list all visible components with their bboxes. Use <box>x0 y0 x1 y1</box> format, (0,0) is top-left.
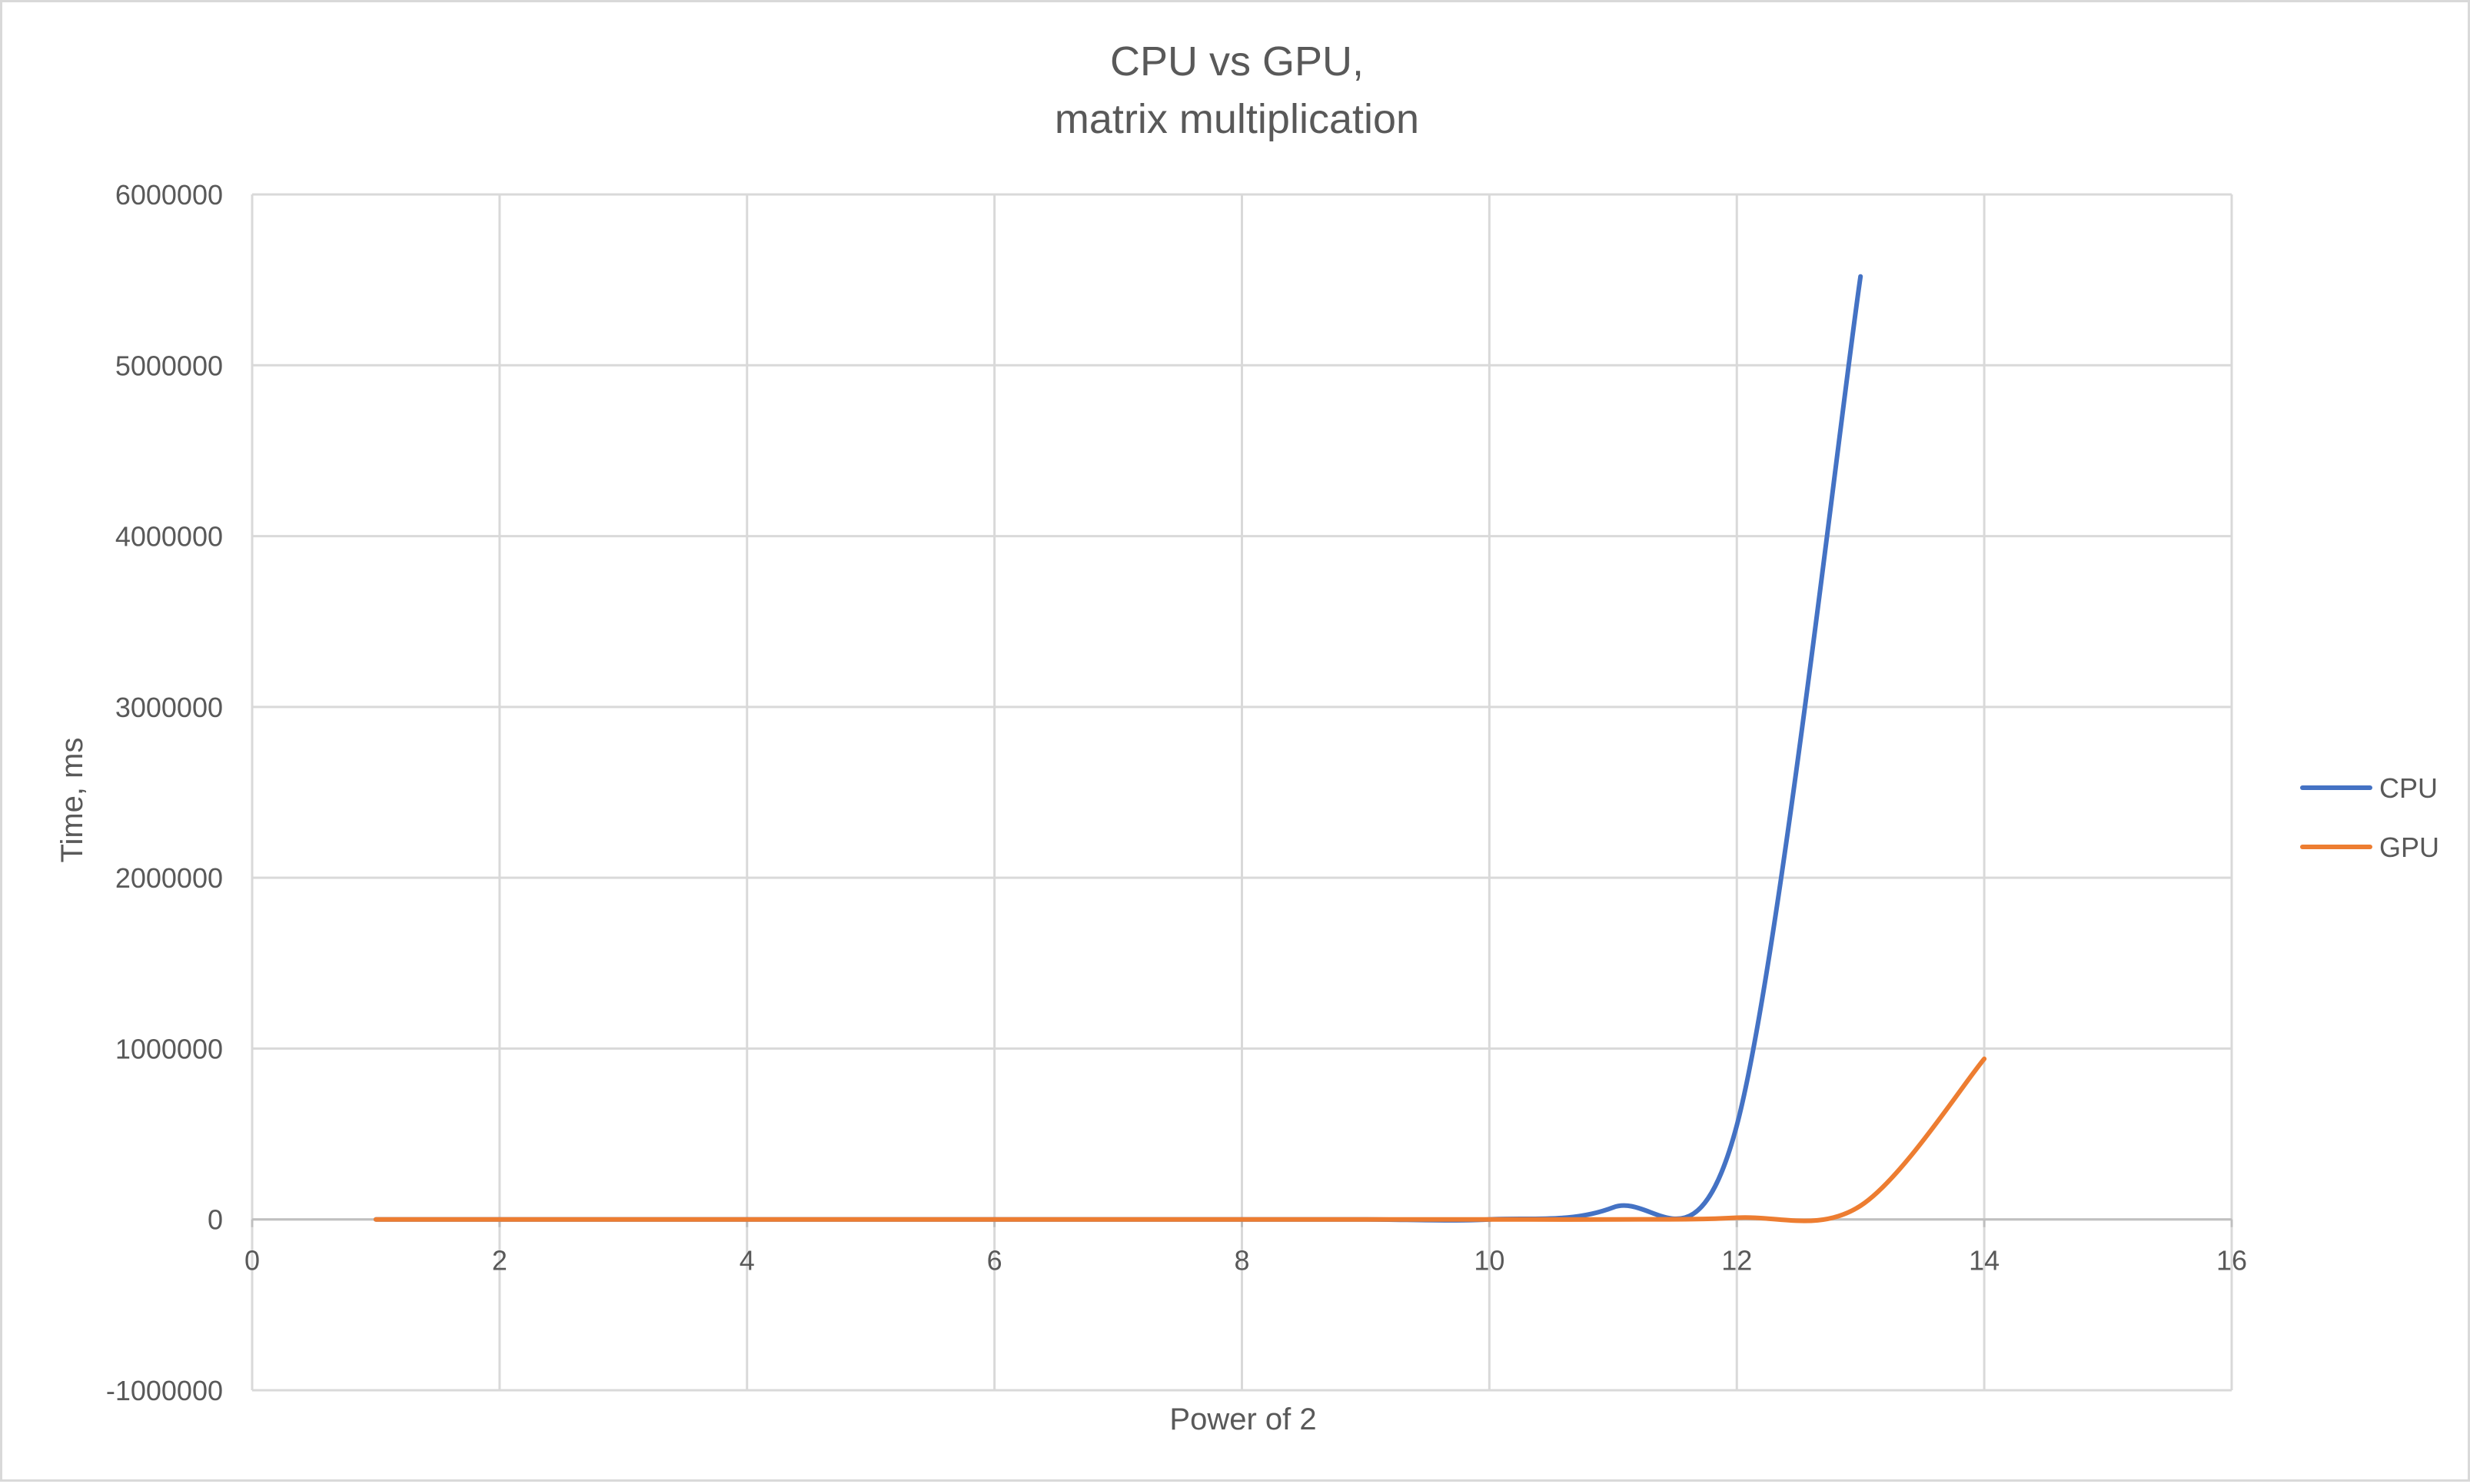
legend-label-cpu: CPU <box>2379 772 2438 804</box>
series-line-gpu <box>376 1059 1984 1221</box>
gridlines <box>252 194 2232 1390</box>
x-axis-ticks: 0 2 4 6 8 10 12 14 16 <box>244 1245 2247 1277</box>
y-tick-label: 1000000 <box>115 1033 223 1064</box>
x-axis-title: Power of 2 <box>1169 1403 1316 1436</box>
x-tick-label: 10 <box>1474 1245 1504 1277</box>
x-tick-label: 2 <box>492 1245 507 1277</box>
x-tick-label: 16 <box>2216 1245 2247 1277</box>
x-tick-label: 0 <box>244 1245 260 1277</box>
y-axis-ticks: -1000000 0 1000000 2000000 3000000 4000000 500… <box>106 179 223 1406</box>
chart-title-line-2: matrix multiplication <box>1055 96 1419 142</box>
series-line-cpu <box>376 277 1860 1220</box>
y-tick-label: 3000000 <box>115 692 223 723</box>
y-tick-label: 0 <box>208 1204 223 1236</box>
y-tick-label: -1000000 <box>106 1375 223 1406</box>
x-tick-label: 14 <box>1969 1245 2000 1277</box>
y-tick-label: 6000000 <box>115 179 223 211</box>
x-tick-label: 8 <box>1234 1245 1249 1277</box>
legend: CPU GPU <box>2302 772 2439 863</box>
x-tick-label: 6 <box>987 1245 1002 1277</box>
y-axis-title: Time, ms <box>55 738 89 863</box>
legend-label-gpu: GPU <box>2379 832 2439 863</box>
y-tick-label: 4000000 <box>115 521 223 553</box>
y-tick-label: 5000000 <box>115 350 223 381</box>
x-tick-label: 12 <box>1721 1245 1752 1277</box>
series-lines <box>376 277 1984 1221</box>
x-tick-label: 4 <box>740 1245 755 1277</box>
y-tick-label: 2000000 <box>115 862 223 894</box>
chart-title-line-1: CPU vs GPU, <box>1110 38 1364 85</box>
